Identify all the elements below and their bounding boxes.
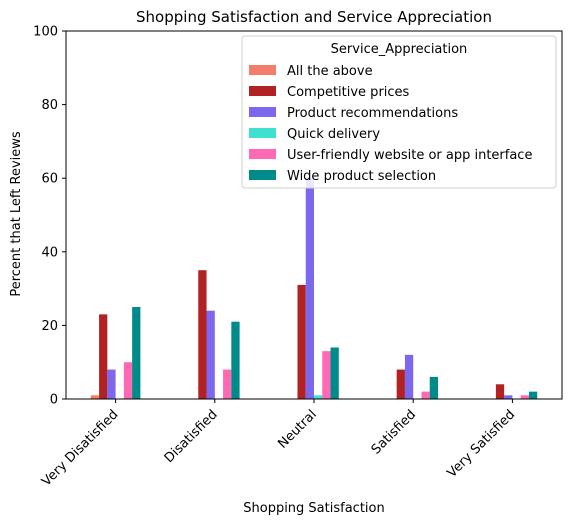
y-tick-label: 40: [41, 245, 58, 260]
bar: [322, 351, 331, 399]
bar: [421, 391, 430, 399]
x-tick-label: Neutral: [275, 407, 320, 452]
legend: Service_Appreciation All the above Competi…: [241, 35, 557, 189]
legend-label: All the above: [287, 64, 373, 79]
bar: [123, 362, 133, 399]
bar: [223, 369, 232, 399]
series-3: [314, 395, 323, 399]
bar: [198, 270, 207, 399]
bar: [429, 376, 438, 399]
series-5: [132, 307, 538, 399]
y-tick-label: 0: [50, 393, 58, 408]
bar: [99, 314, 108, 399]
legend-swatch: [249, 128, 276, 138]
legend-swatch: [249, 149, 276, 159]
legend-swatch: [249, 65, 276, 75]
bar: [297, 284, 306, 399]
y-tick-label: 100: [33, 25, 58, 40]
y-tick-label: 80: [41, 98, 58, 113]
bar: [504, 395, 513, 399]
y-axis-label: Percent that Left Reviews: [9, 131, 24, 297]
legend-box: [241, 35, 557, 189]
bar: [520, 395, 529, 399]
legend-entry: Quick delivery: [249, 127, 380, 142]
legend-entry: Competitive prices: [249, 85, 410, 100]
legend-swatch: [249, 170, 276, 180]
x-tick-label: Satisfied: [369, 407, 419, 457]
legend-entry: User-friendly website or app interface: [249, 148, 532, 163]
legend-entry: Product recommendations: [249, 106, 458, 121]
legend-label: Product recommendations: [287, 106, 458, 121]
legend-swatch: [249, 107, 276, 117]
legend-swatch: [249, 86, 276, 96]
bar: [396, 369, 405, 399]
x-tick-label: Very Satisfied: [445, 407, 519, 481]
y-tick-label: 20: [41, 319, 58, 334]
legend-label: Competitive prices: [287, 85, 410, 100]
bar: [305, 178, 314, 399]
bar: [495, 384, 505, 399]
chart-title: Shopping Satisfaction and Service Apprec…: [136, 8, 492, 26]
bar: [330, 347, 339, 399]
legend-label: Quick delivery: [287, 127, 380, 142]
x-axis-label: Shopping Satisfaction: [243, 501, 384, 516]
bar: [132, 307, 141, 399]
legend-entry: All the above: [249, 64, 373, 79]
bar: [404, 354, 414, 399]
x-tick-label: Very Disatisfied: [39, 407, 121, 489]
x-tick-label: Disatisfied: [162, 407, 221, 466]
series-4: [123, 351, 529, 399]
bar: [314, 395, 323, 399]
bar: [231, 321, 240, 399]
series-0: [90, 395, 100, 399]
bar: [206, 310, 215, 399]
legend-title: Service_Appreciation: [331, 42, 468, 57]
bar: [90, 395, 100, 399]
series-1: [99, 270, 505, 399]
legend-entry: Wide product selection: [249, 169, 436, 184]
legend-label: Wide product selection: [287, 169, 436, 184]
series-2: [107, 178, 513, 399]
y-tick-label: 60: [41, 172, 58, 187]
bar: [107, 369, 116, 399]
bar: [528, 391, 538, 399]
legend-label: User-friendly website or app interface: [287, 148, 532, 163]
